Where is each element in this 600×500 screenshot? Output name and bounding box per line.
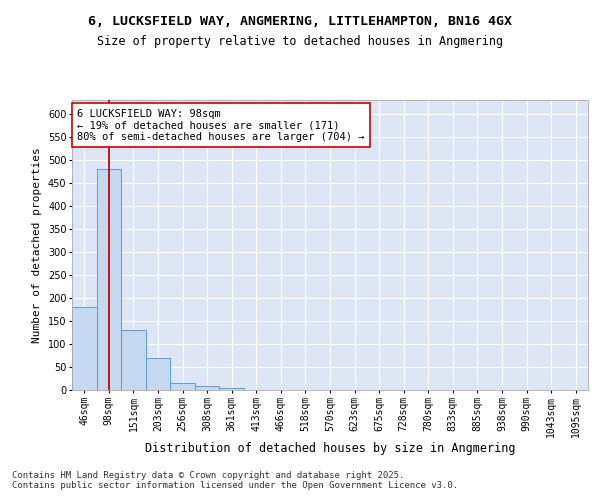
Text: Size of property relative to detached houses in Angmering: Size of property relative to detached ho… (97, 35, 503, 48)
Bar (170, 383, 195, 390)
Bar (97, 169, 121, 390)
Text: 6, LUCKSFIELD WAY, ANGMERING, LITTLEHAMPTON, BN16 4GX: 6, LUCKSFIELD WAY, ANGMERING, LITTLEHAMP… (88, 15, 512, 28)
Bar (195, 386, 220, 390)
Text: Contains HM Land Registry data © Crown copyright and database right 2025.
Contai: Contains HM Land Registry data © Crown c… (12, 470, 458, 490)
X-axis label: Distribution of detached houses by size in Angmering: Distribution of detached houses by size … (145, 442, 515, 455)
Text: 6 LUCKSFIELD WAY: 98sqm
← 19% of detached houses are smaller (171)
80% of semi-d: 6 LUCKSFIELD WAY: 98sqm ← 19% of detache… (77, 108, 365, 142)
Bar (72, 307, 97, 390)
Bar (121, 330, 146, 390)
Y-axis label: Number of detached properties: Number of detached properties (32, 147, 42, 343)
Bar (146, 358, 170, 390)
Bar (220, 388, 244, 390)
